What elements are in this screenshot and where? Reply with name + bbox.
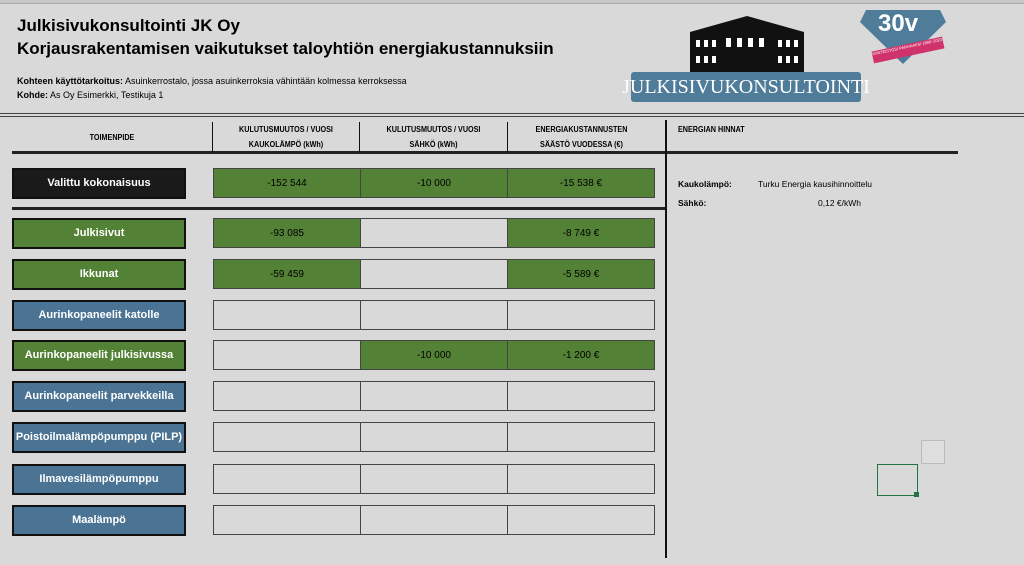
heat-price-value: Turku Energia kausihinnoittelu bbox=[758, 179, 873, 189]
col-header-saving: ENERGIAKUSTANNUSTEN SÄÄSTÖ VUODESSA (€) bbox=[535, 125, 628, 149]
total-heat-cell: -152 544 bbox=[213, 168, 361, 198]
row-heat-cell: -93 085 bbox=[213, 218, 361, 248]
row-elec-cell bbox=[360, 505, 508, 535]
row-saving-cell bbox=[507, 505, 655, 535]
row-saving-cell bbox=[507, 300, 655, 330]
action-button[interactable]: Aurinkopaneelit katolle bbox=[12, 300, 186, 331]
total-divider bbox=[12, 207, 666, 210]
selected-total-button[interactable]: Valittu kokonaisuus bbox=[12, 168, 186, 199]
row-elec-cell bbox=[360, 381, 508, 411]
purpose-line: Kohteen käyttötarkoitus: Asuinkerrostalo… bbox=[17, 76, 407, 86]
prices-title: ENERGIAN HINNAT bbox=[678, 125, 745, 134]
col-header-action: TOIMENPIDE bbox=[89, 133, 135, 142]
col-sep bbox=[359, 122, 360, 152]
row-elec-cell: -10 000 bbox=[360, 340, 508, 370]
col-sep bbox=[507, 122, 508, 152]
row-elec-cell bbox=[360, 300, 508, 330]
action-button[interactable]: Aurinkopaneelit parvekkeilla bbox=[12, 381, 186, 412]
divider bbox=[0, 113, 1024, 114]
row-heat-cell bbox=[213, 422, 361, 452]
row-elec-cell bbox=[360, 259, 508, 289]
purpose-value: Asuinkerrostalo, jossa asuinkerroksia vä… bbox=[123, 76, 407, 86]
row-elec-cell bbox=[360, 218, 508, 248]
row-heat-cell bbox=[213, 505, 361, 535]
col-header-elec: KULUTUSMUUTOS / VUOSI SÄHKÖ (kWh) bbox=[386, 125, 481, 149]
target-value: As Oy Esimerkki, Testikuja 1 bbox=[48, 90, 164, 100]
row-heat-cell bbox=[213, 381, 361, 411]
row-heat-cell: -59 459 bbox=[213, 259, 361, 289]
action-button[interactable]: Maalämpö bbox=[12, 505, 186, 536]
row-saving-cell: -8 749 € bbox=[507, 218, 655, 248]
prices-separator bbox=[665, 120, 667, 558]
col-header-heat: KULUTUSMUUTOS / VUOSI KAUKOLÄMPÖ (kWh) bbox=[239, 125, 333, 149]
row-heat-cell bbox=[213, 300, 361, 330]
target-line: Kohde: As Oy Esimerkki, Testikuja 1 bbox=[17, 90, 163, 100]
anniversary-badge: 30v KIINTEISTÖSI PARHAAKSI 1993–2023 bbox=[858, 8, 948, 66]
page-title: Korjausrakentamisen vaikutukset taloyhti… bbox=[17, 39, 554, 58]
target-label: Kohde: bbox=[17, 90, 48, 100]
row-saving-cell bbox=[507, 381, 655, 411]
row-heat-cell bbox=[213, 340, 361, 370]
row-saving-cell: -1 200 € bbox=[507, 340, 655, 370]
action-button[interactable]: Ilmavesilämpöpumppu bbox=[12, 464, 186, 495]
total-elec-cell: -10 000 bbox=[360, 168, 508, 198]
divider bbox=[0, 116, 1024, 117]
spreadsheet-column-bar bbox=[0, 0, 1024, 4]
elec-price-label: Sähkö: bbox=[678, 198, 707, 208]
row-saving-cell bbox=[507, 464, 655, 494]
action-button[interactable]: Aurinkopaneelit julkisivussa bbox=[12, 340, 186, 371]
elec-price-value: 0,12 €/kWh bbox=[818, 198, 861, 208]
company-name: Julkisivukonsultointi JK Oy bbox=[17, 16, 240, 35]
building-logo-icon bbox=[686, 14, 808, 72]
col-sep bbox=[212, 122, 213, 152]
purpose-label: Kohteen käyttötarkoitus: bbox=[17, 76, 124, 86]
logo-text: JULKISIVUKONSULTOINTI bbox=[622, 72, 870, 102]
row-elec-cell bbox=[360, 464, 508, 494]
action-button[interactable]: Poistoilmalämpöpumppu (PILP) bbox=[12, 422, 186, 453]
header-divider bbox=[12, 151, 958, 154]
action-button[interactable]: Ikkunat bbox=[12, 259, 186, 290]
heat-price-label: Kaukolämpö: bbox=[678, 179, 732, 189]
selected-cell[interactable] bbox=[877, 464, 918, 496]
row-saving-cell bbox=[507, 422, 655, 452]
row-elec-cell bbox=[360, 422, 508, 452]
row-heat-cell bbox=[213, 464, 361, 494]
row-saving-cell: -5 589 € bbox=[507, 259, 655, 289]
action-button[interactable]: Julkisivut bbox=[12, 218, 186, 249]
badge-text: 30v bbox=[878, 10, 919, 37]
spreadsheet-shape[interactable] bbox=[921, 440, 945, 464]
fill-handle[interactable] bbox=[914, 492, 919, 497]
total-saving-cell: -15 538 € bbox=[507, 168, 655, 198]
